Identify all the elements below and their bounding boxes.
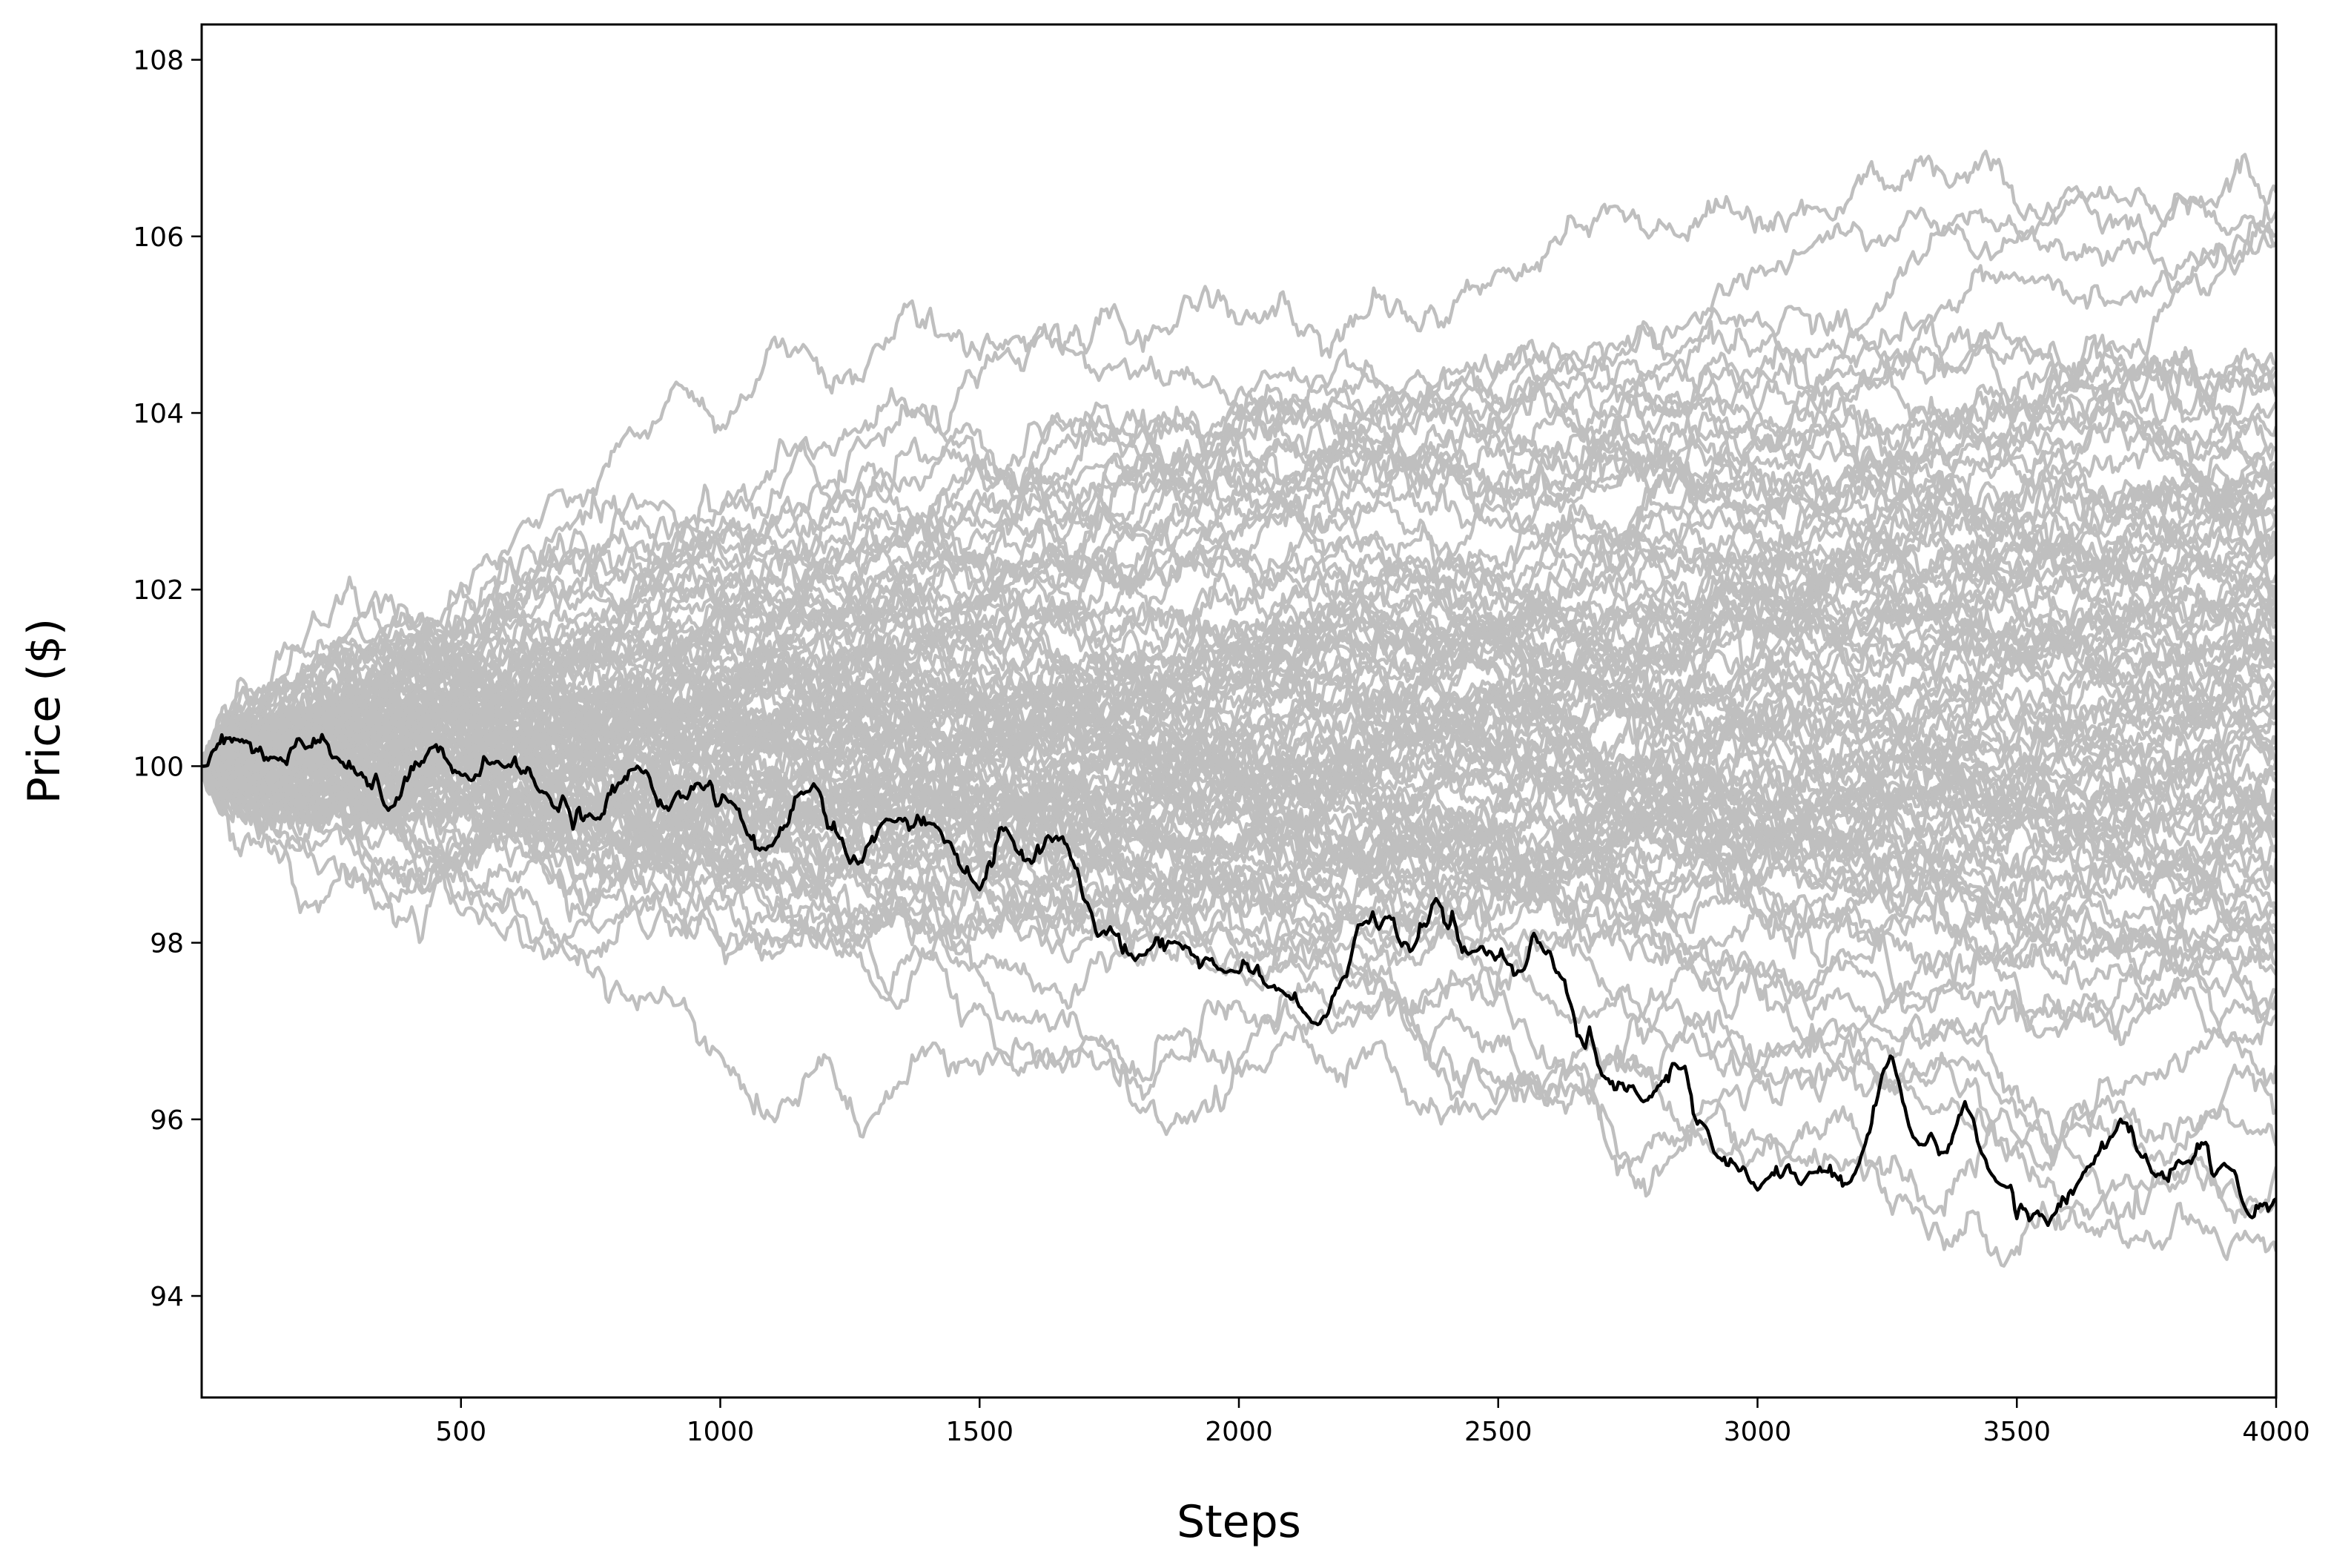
y-axis-label: Price ($) bbox=[19, 618, 70, 804]
simulated-path-line bbox=[202, 149, 2276, 767]
y-tick-label: 102 bbox=[133, 575, 184, 606]
x-tick-label: 1500 bbox=[945, 1417, 1014, 1447]
simulated-path-line bbox=[202, 587, 2276, 853]
simulated-path-line bbox=[202, 683, 2276, 1101]
y-tick-label: 100 bbox=[133, 752, 184, 782]
simulated-path-line bbox=[202, 641, 2276, 881]
simulated-path-line bbox=[202, 314, 2276, 767]
x-axis-label: Steps bbox=[1177, 1496, 1301, 1548]
simulated-path-line bbox=[202, 683, 2276, 951]
simulated-path-line bbox=[202, 655, 2276, 976]
simulated-path-line bbox=[202, 752, 2276, 1018]
y-tick-label: 108 bbox=[133, 46, 184, 76]
x-tick-label: 3000 bbox=[1724, 1417, 1792, 1447]
simulated-path-line bbox=[202, 625, 2276, 961]
x-tick-label: 4000 bbox=[2242, 1417, 2310, 1447]
y-tick-label: 106 bbox=[133, 222, 184, 253]
simulated-path-line bbox=[202, 299, 2276, 767]
simulated-path-line bbox=[202, 563, 2276, 893]
x-axis-ticks: 500 1000 1500 2000 2500 3000 3500 4000 bbox=[435, 1397, 2310, 1447]
simulated-paths bbox=[202, 149, 2276, 1268]
x-tick-label: 1000 bbox=[687, 1417, 755, 1447]
highlighted-path-line bbox=[202, 732, 2276, 1228]
simulated-path-line bbox=[202, 681, 2276, 1005]
simulated-path-line bbox=[202, 518, 2276, 781]
simulated-path-line bbox=[202, 629, 2276, 832]
x-tick-label: 3500 bbox=[1983, 1417, 2051, 1447]
y-tick-label: 96 bbox=[150, 1105, 184, 1136]
simulated-path-line bbox=[202, 629, 2276, 967]
y-tick-label: 94 bbox=[150, 1282, 184, 1312]
simulated-path-line bbox=[202, 341, 2276, 809]
simulated-path-line bbox=[202, 418, 2276, 768]
simulated-path-line bbox=[202, 581, 2276, 775]
simulated-path-line bbox=[202, 765, 2276, 1219]
highlighted-path bbox=[202, 732, 2276, 1228]
x-tick-label: 500 bbox=[435, 1417, 486, 1447]
y-axis-ticks: 94 96 98 100 102 104 106 108 bbox=[133, 46, 202, 1312]
simulated-path-line bbox=[202, 221, 2276, 821]
y-tick-label: 98 bbox=[150, 929, 184, 959]
simulated-path-line bbox=[202, 436, 2276, 824]
simulated-path-line bbox=[202, 203, 2276, 784]
x-tick-label: 2500 bbox=[1464, 1417, 1532, 1447]
simulated-path-line bbox=[202, 453, 2276, 795]
y-tick-label: 104 bbox=[133, 399, 184, 429]
x-tick-label: 2000 bbox=[1205, 1417, 1273, 1447]
